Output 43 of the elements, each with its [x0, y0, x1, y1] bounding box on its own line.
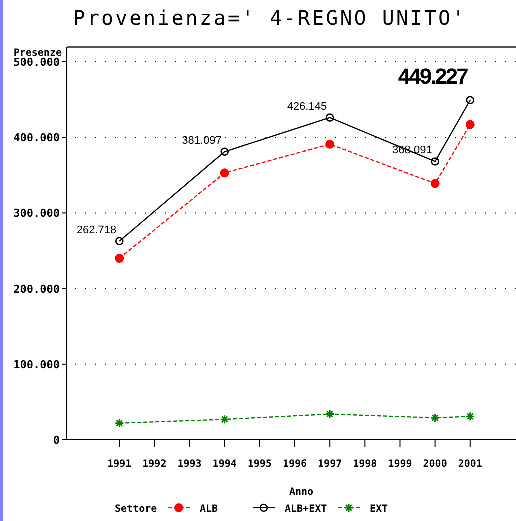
x-axis-title: Anno — [289, 487, 314, 498]
x-tick-label: 1998 — [353, 459, 378, 470]
x-tick-label: 2001 — [458, 459, 482, 470]
x-tick-label: 1994 — [212, 459, 237, 470]
point — [220, 168, 230, 178]
point — [466, 412, 476, 422]
x-tick-label: 1993 — [178, 459, 202, 470]
point — [220, 414, 230, 424]
x-tick-label: 1992 — [142, 459, 167, 470]
data-label: 381.097 — [182, 134, 222, 147]
point — [114, 418, 124, 428]
point — [466, 96, 475, 105]
point — [466, 120, 475, 130]
point — [115, 237, 124, 246]
chart-title: Provenienza=' 4-REGNO UNITO' — [73, 6, 467, 30]
data-label: 426.145 — [287, 100, 328, 113]
y-tick-label: 300.000 — [14, 207, 60, 220]
y-tick-label: 0 — [53, 434, 60, 447]
y-tick-label: 400.000 — [14, 132, 60, 145]
y-axis-title: Presenze — [14, 48, 62, 59]
x-tick-label: 1999 — [388, 459, 412, 470]
legend-title: Settore — [115, 504, 158, 515]
point — [326, 140, 335, 149]
legend-label: EXT — [370, 504, 388, 515]
x-tick-label: 1997 — [318, 459, 342, 470]
y-tick-label: 200.000 — [14, 282, 60, 296]
point — [431, 158, 440, 166]
x-tick-label: 1996 — [282, 459, 308, 470]
data-label: 449.227 — [398, 64, 469, 89]
legend-label: ALB+EXT — [285, 504, 328, 515]
x-tick-label: 1991 — [108, 459, 132, 470]
data-label: 262.718 — [76, 224, 117, 236]
point — [325, 410, 335, 420]
y-tick-label: 500.000 — [14, 56, 60, 69]
x-tick-label: 2000 — [423, 459, 448, 470]
legend-label: ALB — [200, 504, 218, 515]
point — [220, 148, 229, 156]
x-tick-label: 1995 — [248, 459, 272, 470]
point — [430, 413, 440, 423]
y-tick-label: 100.000 — [14, 358, 60, 372]
point — [115, 254, 124, 264]
point — [430, 179, 440, 188]
point — [326, 114, 334, 122]
